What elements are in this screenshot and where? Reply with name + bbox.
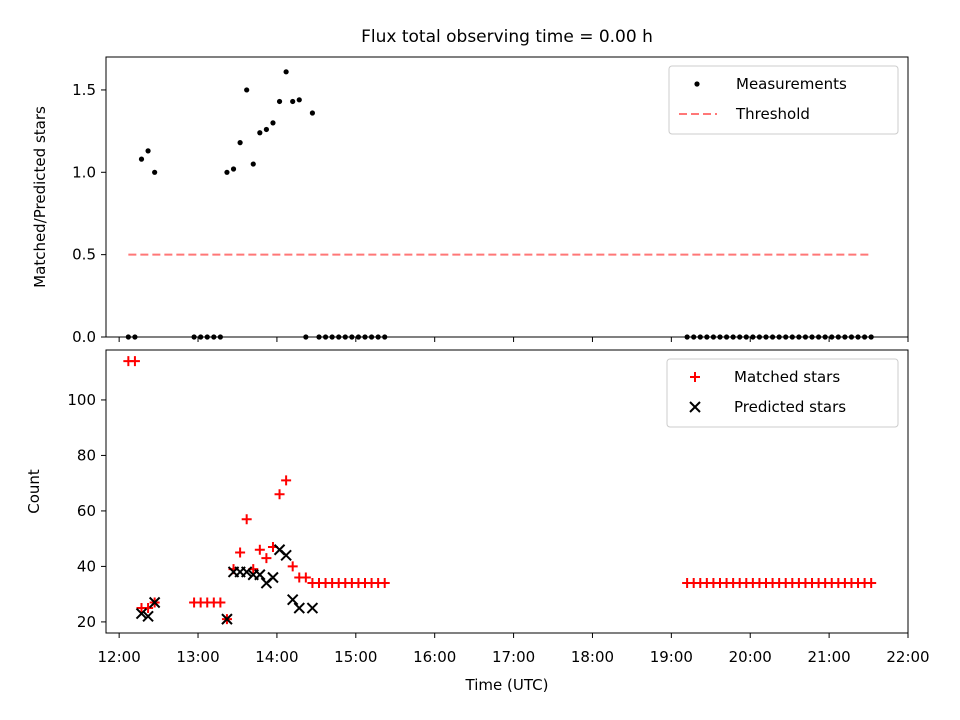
data-point (129, 356, 140, 367)
top-y-tick-label: 1.5 (72, 81, 96, 99)
bottom-legend: Matched stars Predicted stars (666, 358, 899, 428)
data-point (274, 489, 285, 500)
data-point (379, 578, 390, 589)
data-point (135, 607, 148, 620)
data-point (261, 553, 272, 564)
data-point (240, 566, 253, 578)
legend-label: Matched stars (734, 368, 840, 386)
top-y-axis-label: Matched/Predicted stars (31, 106, 49, 288)
bottom-y-tick-label: 20 (77, 613, 96, 631)
x-tick-label: 14:00 (255, 648, 298, 666)
x-tick-label: 13:00 (176, 648, 219, 666)
x-tick-label: 18:00 (571, 648, 614, 666)
data-point (237, 140, 243, 146)
data-point (309, 110, 316, 116)
legend-marker-icon (694, 81, 700, 87)
legend-marker-icon (689, 401, 701, 413)
data-point (215, 597, 226, 608)
data-point (244, 87, 250, 93)
data-point (250, 161, 256, 167)
data-point (287, 561, 298, 572)
legend-label: Measurements (736, 75, 847, 93)
data-point (235, 547, 246, 558)
data-point (306, 602, 319, 614)
data-point (263, 126, 269, 133)
data-point (281, 475, 292, 486)
bottom-series-matched-stars (123, 356, 877, 625)
bottom-panel: 12:00 13:00 14:00 15:00 16:00 17:00 18:00 19:00… (25, 349, 930, 694)
legend-label: Threshold (735, 105, 810, 123)
x-tick-label: 17:00 (492, 648, 535, 666)
data-point (293, 602, 305, 614)
x-tick-label: 21:00 (807, 648, 850, 666)
top-y-tick-label: 0.0 (72, 328, 96, 346)
x-tick-label: 20:00 (729, 648, 772, 666)
data-point (152, 169, 158, 175)
x-tick-label: 19:00 (650, 648, 693, 666)
bottom-y-tick-label: 100 (67, 391, 96, 409)
data-point (254, 544, 265, 555)
bottom-y-tick-label: 80 (77, 446, 96, 464)
top-y-tick-label: 0.5 (72, 246, 96, 264)
data-point (224, 169, 230, 175)
data-point (866, 578, 877, 589)
data-point (145, 148, 151, 154)
bottom-y-axis-label: Count (25, 469, 43, 514)
data-point (276, 98, 283, 105)
x-tick-label: 15:00 (334, 648, 377, 666)
data-point (267, 571, 279, 584)
bottom-axes-frame (105, 349, 909, 634)
bottom-series-predicted-stars (135, 544, 319, 625)
legend-box (666, 358, 899, 428)
data-point (143, 603, 154, 614)
data-point (257, 130, 263, 136)
top-axes-frame (105, 56, 909, 338)
top-panel: 0.0 0.5 1.0 1.5 Matched/Predicted stars Measu… (31, 56, 909, 346)
x-axis-label: Time (UTC) (465, 676, 549, 694)
x-tick-label: 22:00 (886, 648, 929, 666)
legend-box (668, 65, 899, 135)
bottom-y-tick-label: 40 (77, 557, 96, 575)
data-point (142, 610, 154, 623)
data-point (230, 166, 237, 172)
legend-marker-icon (690, 372, 700, 382)
x-tick-label: 12:00 (98, 648, 141, 666)
data-point (300, 572, 311, 583)
top-chart-title: Flux total observing time = 0.00 h (361, 27, 653, 47)
data-point (270, 120, 276, 126)
bottom-y-tick-label: 60 (77, 502, 96, 520)
legend-label: Predicted stars (734, 398, 846, 416)
data-point (290, 98, 296, 105)
x-tick-label: 16:00 (413, 648, 456, 666)
data-point (280, 549, 292, 562)
data-point (221, 613, 233, 625)
data-point (254, 569, 266, 581)
data-point (148, 596, 161, 609)
top-y-tick-label: 1.0 (72, 163, 96, 181)
data-point (138, 156, 145, 162)
top-legend: Measurements Threshold (668, 65, 899, 135)
data-point (286, 593, 299, 606)
data-point (283, 69, 289, 75)
data-point (241, 514, 252, 525)
data-point (296, 97, 302, 103)
